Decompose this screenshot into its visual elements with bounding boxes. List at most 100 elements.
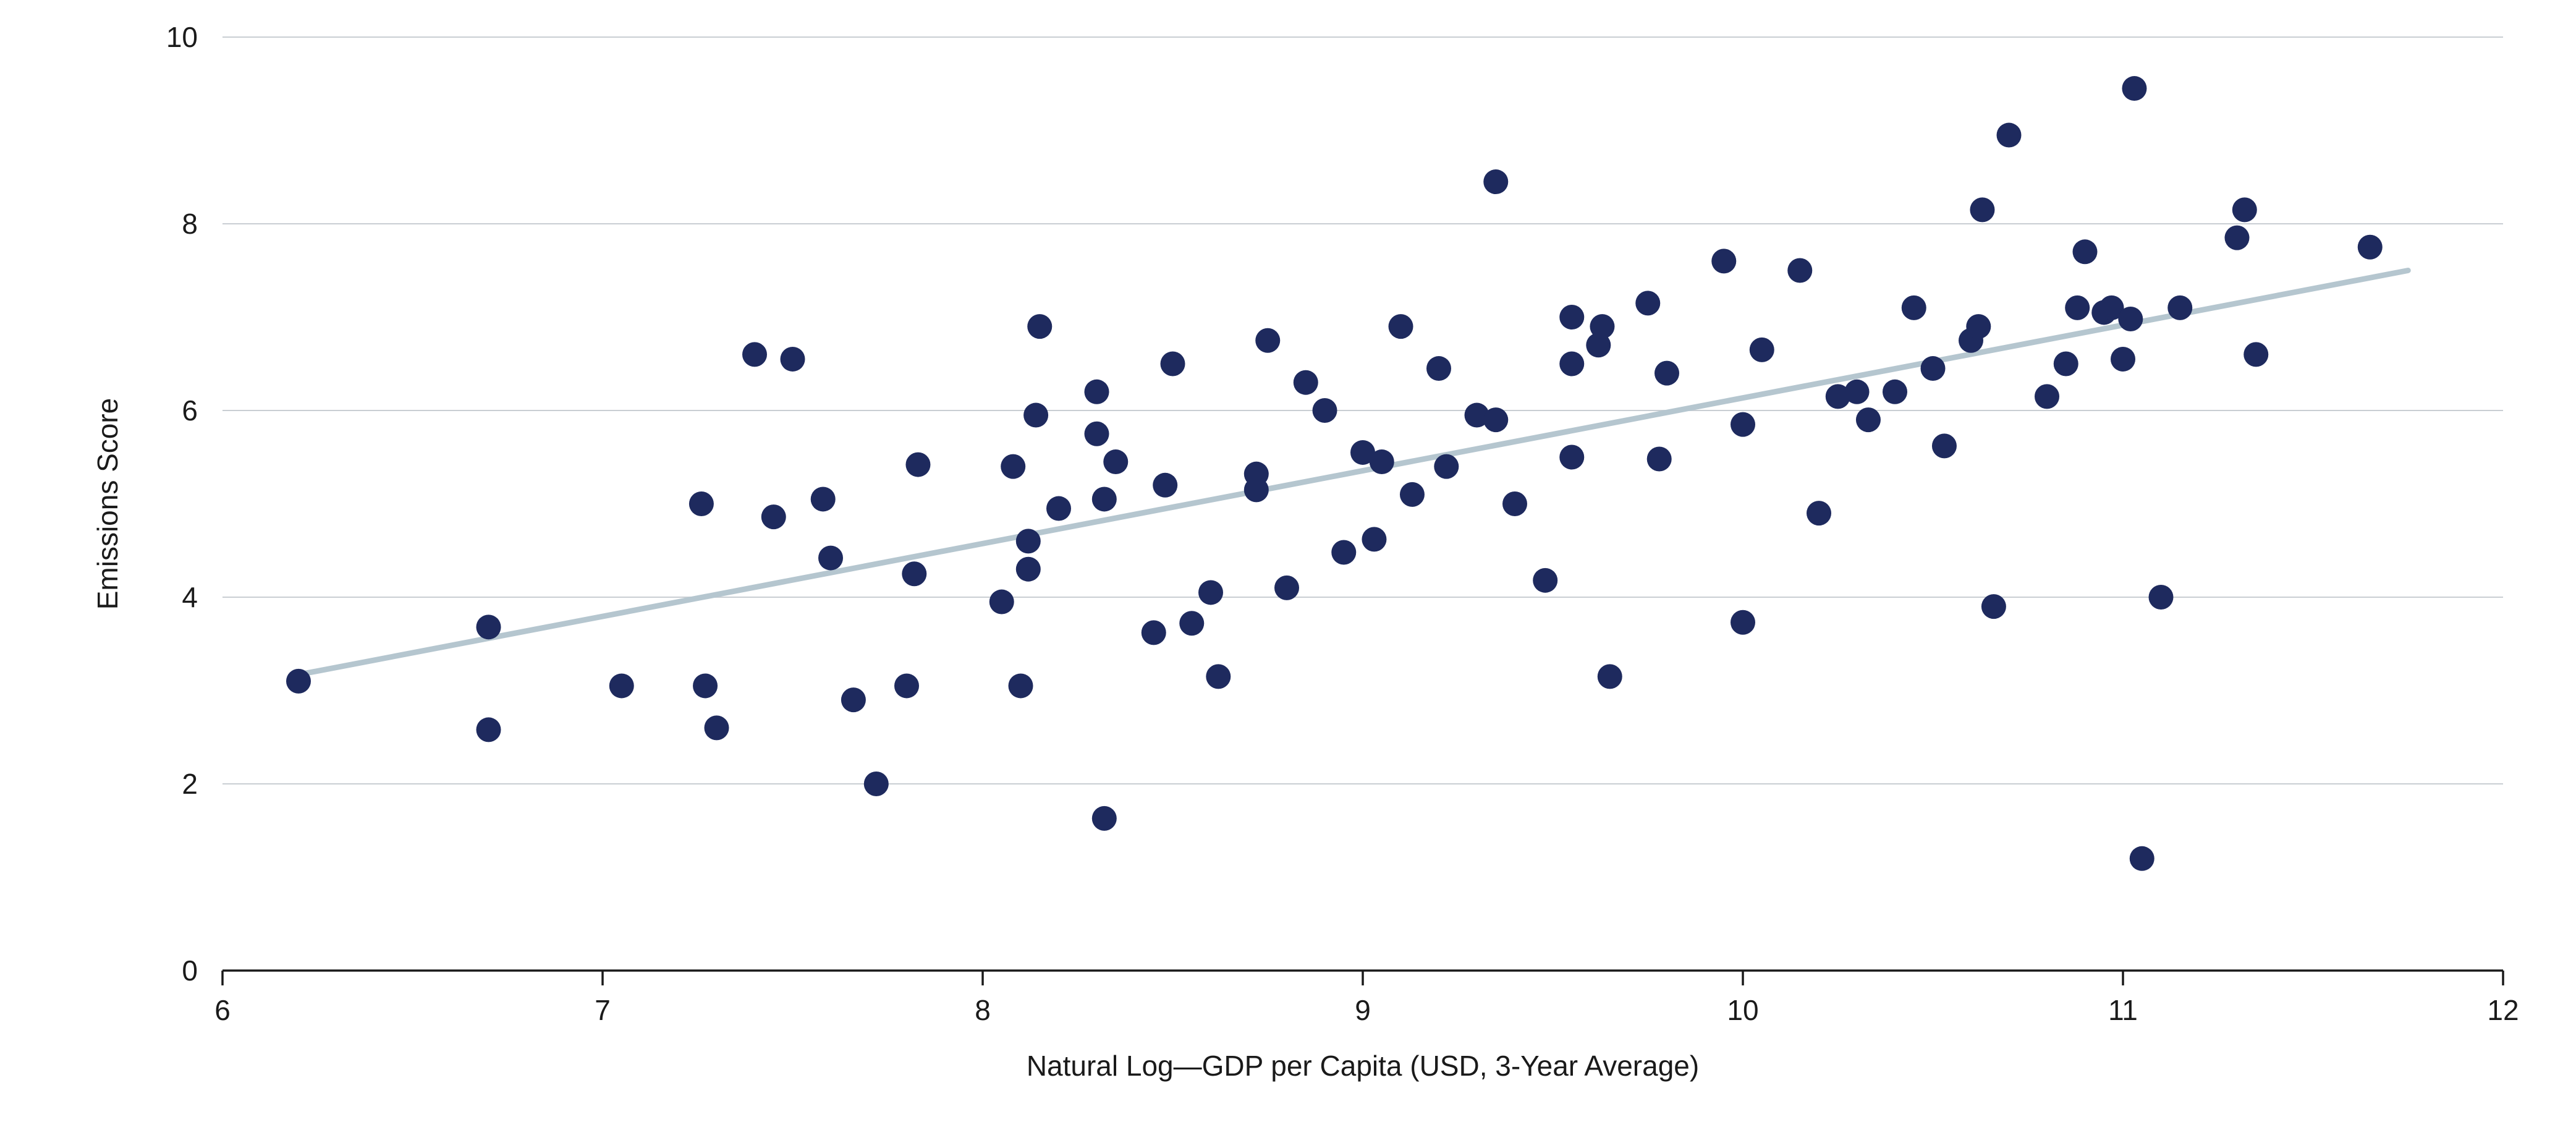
data-point [1085, 380, 1109, 404]
data-point [1046, 496, 1071, 521]
data-point [1902, 295, 1926, 320]
data-point [1598, 664, 1622, 689]
data-point [2111, 347, 2135, 372]
x-tick-label: 11 [2108, 994, 2138, 1026]
data-point [1085, 422, 1109, 446]
data-point [1198, 580, 1223, 605]
data-point [1533, 568, 1557, 593]
data-point [2054, 352, 2078, 376]
data-point [1179, 611, 1204, 636]
data-point [742, 342, 767, 367]
data-point [1153, 473, 1177, 498]
data-point [1294, 370, 1318, 395]
data-point [1997, 123, 2022, 148]
data-point [1016, 557, 1041, 582]
x-axis-label: Natural Log—GDP per Capita (USD, 3-Year … [1027, 1050, 1699, 1082]
data-point [1331, 540, 1356, 565]
data-point [989, 590, 1014, 614]
scatter-chart: 6 7 8 9 10 11 12 0 2 4 6 8 10 Emissions Score Natural … [0, 0, 2576, 1135]
y-tick-label: 4 [182, 581, 198, 613]
data-point [811, 487, 836, 511]
data-point [1434, 454, 1459, 479]
data-point [864, 772, 889, 796]
data-point [1142, 620, 1166, 645]
y-tick-label: 10 [166, 21, 198, 53]
data-point [1362, 527, 1386, 551]
y-tick-label: 2 [182, 768, 198, 800]
data-point [477, 614, 501, 639]
data-point [1255, 328, 1280, 353]
x-tick-label: 10 [1727, 994, 1758, 1026]
data-point [1883, 380, 1907, 404]
data-point [1502, 491, 1527, 516]
data-point [2232, 197, 2257, 222]
data-point [1103, 449, 1128, 474]
x-tick-label: 7 [595, 994, 611, 1026]
data-point [1389, 314, 1413, 339]
x-tick-label: 9 [1355, 994, 1371, 1026]
data-point [2243, 342, 2268, 367]
data-point [1981, 594, 2006, 619]
data-point [286, 669, 311, 694]
data-point [2130, 846, 2154, 871]
data-point [1787, 258, 1812, 283]
data-point [705, 715, 729, 740]
data-point [905, 453, 930, 477]
y-tick-label: 6 [182, 394, 198, 427]
data-point [2122, 76, 2146, 101]
data-point [1654, 361, 1679, 386]
data-point [1966, 314, 1991, 339]
data-point [841, 687, 866, 712]
data-point [2035, 384, 2059, 409]
data-point [818, 546, 843, 571]
data-point [2149, 585, 2174, 610]
data-point [761, 504, 786, 529]
x-tick-label: 8 [975, 994, 991, 1026]
data-point [1483, 169, 1508, 194]
data-point [1932, 433, 1957, 458]
data-point [1092, 806, 1117, 831]
x-tick-label: 6 [214, 994, 231, 1026]
data-point [477, 717, 501, 742]
data-point [1426, 356, 1451, 381]
data-point [2065, 295, 2090, 320]
data-point [2358, 235, 2383, 260]
data-point [1313, 398, 1337, 423]
data-point [2073, 239, 2098, 264]
data-point [902, 561, 926, 586]
x-tick-label: 12 [2487, 994, 2519, 1026]
data-point [693, 673, 718, 698]
data-point [1009, 673, 1033, 698]
data-point [1161, 352, 1185, 376]
data-point [1244, 477, 1269, 502]
y-tick-label: 0 [182, 954, 198, 987]
data-point [1092, 487, 1117, 511]
data-point [1023, 403, 1048, 428]
data-point [2167, 295, 2192, 320]
data-point [1559, 445, 1584, 470]
data-point [1400, 482, 1425, 507]
y-tick-label: 8 [182, 208, 198, 240]
data-point [1016, 529, 1041, 553]
data-point [1370, 449, 1394, 474]
data-point [1027, 314, 1052, 339]
data-point [1845, 380, 1870, 404]
data-point [1206, 664, 1231, 689]
data-point [1635, 291, 1660, 315]
data-point [1750, 338, 1774, 362]
data-point [2118, 307, 2143, 331]
chart-svg: 6 7 8 9 10 11 12 0 2 4 6 8 10 Emissions Score Natural … [0, 0, 2576, 1135]
data-point [1647, 447, 1672, 472]
data-point [1559, 305, 1584, 329]
data-point [2225, 226, 2250, 250]
data-point [1970, 197, 1994, 222]
y-axis-label: Emissions Score [91, 398, 124, 610]
data-point [1731, 610, 1755, 635]
data-point [609, 673, 634, 698]
data-point [1274, 576, 1299, 600]
data-point [1559, 352, 1584, 376]
data-point [1483, 407, 1508, 432]
data-point [1731, 412, 1755, 437]
data-point [1921, 356, 1946, 381]
data-point [1856, 407, 1881, 432]
